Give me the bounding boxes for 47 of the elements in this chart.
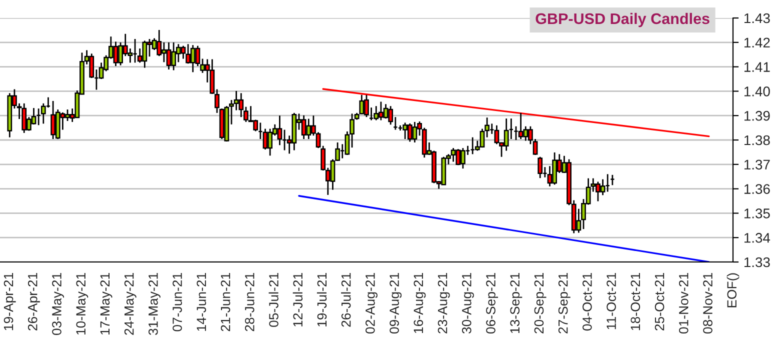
y-tick-label: 1.36 <box>744 184 770 194</box>
x-tick-label: EOF() <box>726 273 740 308</box>
y-tick-label: 1.34 <box>744 232 770 243</box>
x-tick-label: 04-Oct-21 <box>582 273 592 331</box>
x-tick-label: 13-Sep-21 <box>510 273 522 334</box>
x-tick-label: 24-May-21 <box>124 273 136 335</box>
x-tick-label: 31-May-21 <box>148 273 160 335</box>
x-tick-label: 07-Jun-21 <box>172 273 182 332</box>
candlestick <box>538 156 543 179</box>
x-tick-label: 23-Aug-21 <box>438 273 450 334</box>
x-tick-label: 17-May-21 <box>100 273 112 334</box>
x-tick-label: 26-Apr-21 <box>28 273 40 330</box>
x-tick-label: 19-Apr-21 <box>4 273 16 330</box>
x-tick-label: 18-Oct-21 <box>630 273 640 330</box>
x-tick-label: 19-Jul-21 <box>316 273 327 326</box>
x-tick-label: 10-May-21 <box>76 273 88 334</box>
y-tick-label: 1.41 <box>744 62 770 72</box>
x-tick-label: 01-Nov-21 <box>678 273 688 334</box>
candlestick <box>484 116 490 138</box>
x-tick-label: 20-Sep-21 <box>534 273 546 334</box>
y-tick-label: 1.38 <box>744 135 770 146</box>
x-tick-label: 27-Sep-21 <box>558 273 570 334</box>
x-tick-label: 14-Jun-21 <box>196 273 206 331</box>
x-tick-label: 03-May-21 <box>52 273 64 335</box>
x-tick-label: 11-Oct-21 <box>606 273 616 330</box>
x-tick-label: 21-Jun-21 <box>220 273 230 332</box>
y-tick-label: 1.39 <box>744 110 770 121</box>
x-tick-label: 26-Jul-21 <box>341 273 351 327</box>
y-tick-label: 1.35 <box>744 208 770 218</box>
x-tick-label: 16-Aug-21 <box>414 273 426 334</box>
x-tick-label: 30-Aug-21 <box>462 273 474 334</box>
x-tick-label: 12-Jul-21 <box>292 273 303 326</box>
candlestick <box>214 88 220 114</box>
x-tick-label: 28-Jun-21 <box>244 273 254 332</box>
y-tick-label: 1.40 <box>744 86 770 96</box>
y-tick-label: 1.43 <box>744 13 770 24</box>
candlestick <box>350 112 354 148</box>
y-tick-label: 1.33 <box>744 257 770 268</box>
x-tick-label: 05-Jul-21 <box>268 273 278 327</box>
x-tick-label: 08-Nov-21 <box>703 273 712 334</box>
x-tick-label: 09-Aug-21 <box>390 273 402 334</box>
y-tick-label: 1.37 <box>744 160 770 170</box>
x-tick-label: 02-Aug-21 <box>366 273 378 334</box>
x-tick-label: 25-Oct-21 <box>654 273 664 330</box>
x-tick-label: 06-Sep-21 <box>486 273 498 334</box>
chart-title: GBP-USD Daily Candles <box>536 12 710 28</box>
y-tick-label: 1.42 <box>744 38 770 48</box>
